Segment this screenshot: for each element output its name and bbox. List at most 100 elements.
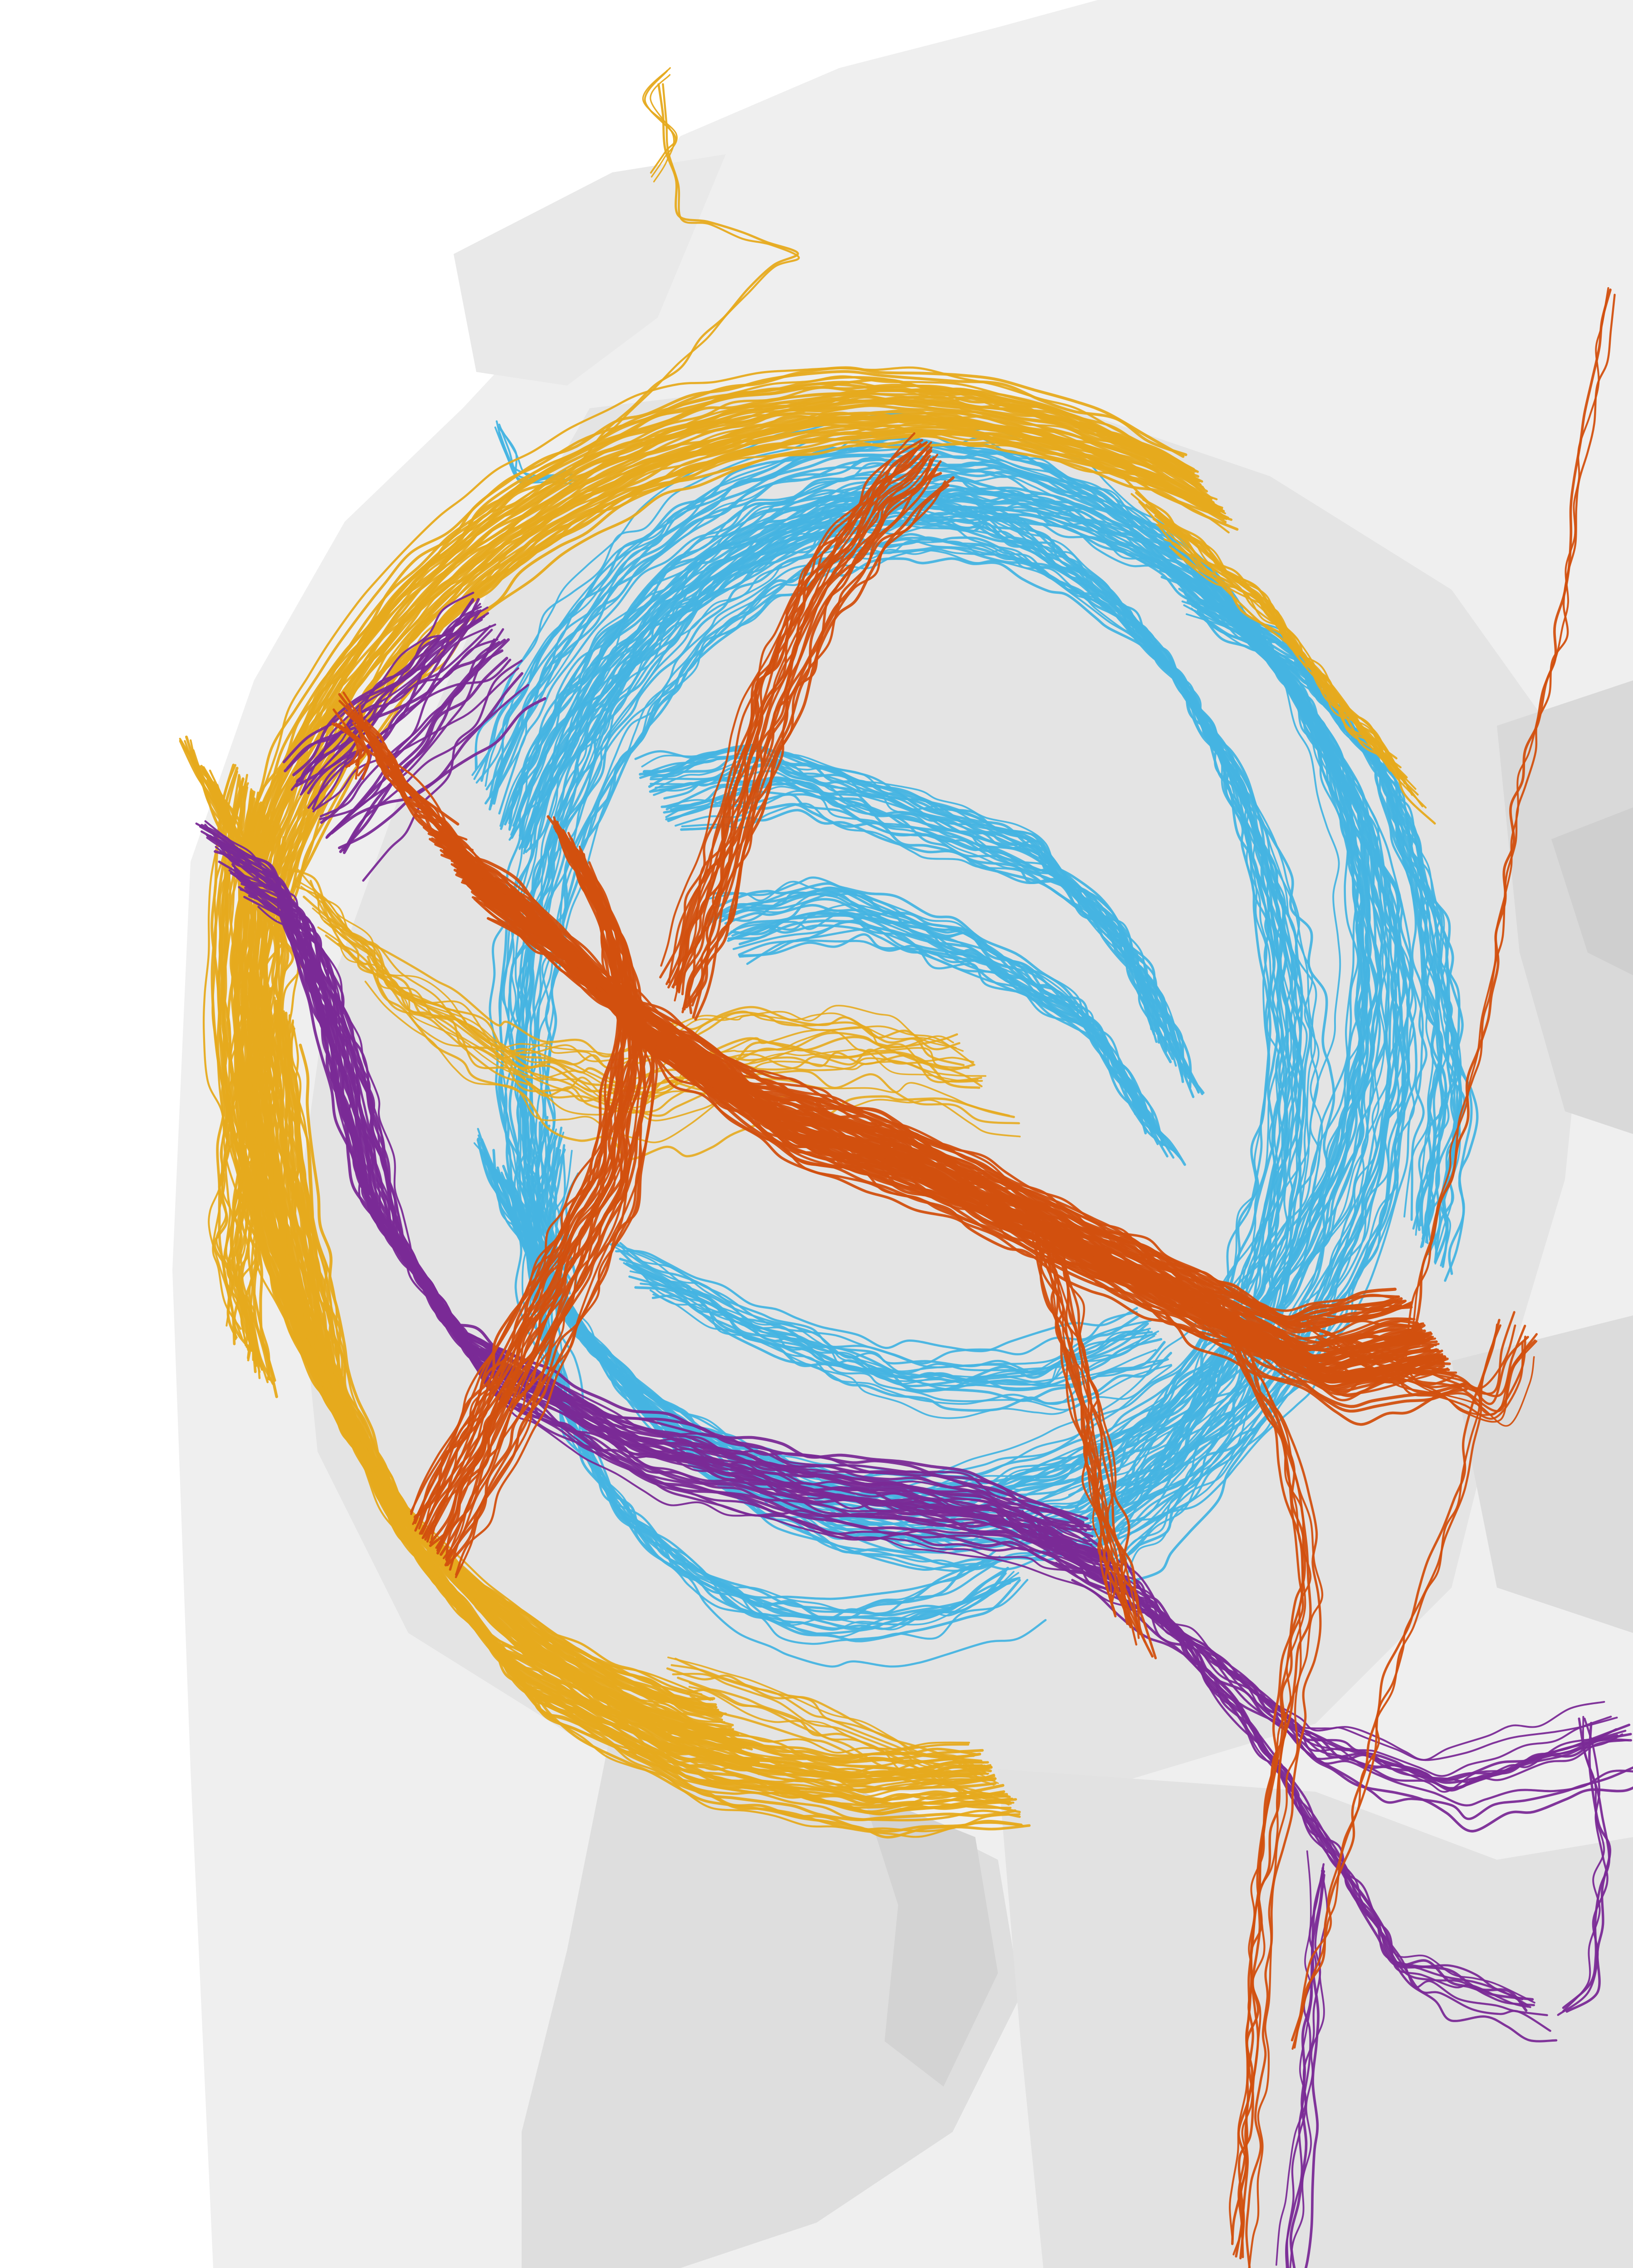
tract-purple-fiber	[286, 625, 491, 769]
tract-blue-fiber	[508, 511, 1300, 1544]
tract-purple-fiber	[1304, 1870, 1325, 2268]
tract-orange-fiber	[1212, 1298, 1304, 2258]
tract-yellow-fiber	[672, 1672, 995, 1786]
tract-purple-bundle	[195, 820, 1148, 1611]
tract-orange-fiber	[1031, 1206, 1134, 1630]
tract-purple-fiber	[307, 618, 483, 795]
tract-yellow-fiber	[234, 366, 1187, 865]
tract-yellow-fiber	[688, 1686, 1010, 1806]
tract-purple-bundle	[282, 591, 547, 882]
tract-orange-fiber	[1234, 1322, 1324, 2268]
tract-orange-fiber	[1019, 1202, 1132, 1628]
tract-orange-fiber	[1291, 1323, 1498, 2050]
tract-orange-fiber	[455, 848, 653, 1576]
tract-yellow-fiber	[689, 1694, 1002, 1804]
tract-purple-bundle	[1275, 1850, 1328, 2268]
tract-blue-fiber	[498, 494, 1291, 1535]
tract-orange-fiber	[440, 848, 639, 1556]
tract-orange-fiber	[450, 859, 1423, 1362]
tract-blue-fiber	[1173, 575, 1428, 1221]
tract-blue-fiber	[515, 513, 1292, 1529]
tract-purple-fiber	[1286, 1874, 1325, 2268]
tract-orange-fiber	[1293, 1324, 1501, 2049]
tract-purple-fiber	[1055, 1562, 1633, 1833]
tract-orange-bundle	[1212, 1295, 1324, 2268]
tract-yellow-fiber	[666, 1667, 982, 1781]
tract-orange-fiber	[1310, 1324, 1516, 1390]
tract-purple-fiber	[241, 876, 1115, 1571]
tract-orange-fiber	[692, 456, 935, 1019]
tract-yellow-fiber	[689, 1682, 999, 1784]
tract-orange-fiber	[427, 832, 1413, 1332]
tract-purple-fiber	[208, 835, 1085, 1524]
tract-blue-fiber	[521, 1122, 1012, 1626]
tract-orange-bundle	[1294, 1311, 1538, 1427]
tract-blue-fiber	[1163, 570, 1434, 1218]
tract-purple-fiber	[319, 641, 500, 818]
tract-blue-fiber	[539, 1147, 1005, 1612]
tract-orange-fiber	[452, 852, 1438, 1378]
tract-orange-fiber	[684, 454, 939, 1011]
tract-purple-fiber	[290, 610, 479, 791]
tract-blue-fiber	[708, 891, 1157, 1128]
tract-orange-bundle	[1291, 1319, 1501, 2050]
tract-yellow-fiber	[686, 1688, 1007, 1802]
tract-blue-fiber	[680, 809, 1183, 1078]
tract-orange-fiber	[446, 862, 655, 1566]
tract-orange-fiber	[1058, 1251, 1146, 1643]
mesh-fold-shade	[862, 1792, 998, 2087]
tract-yellow-fiber	[677, 1677, 1012, 1805]
tract-blue-fiber	[521, 525, 1292, 1525]
tract-yellow-bundle	[1123, 477, 1436, 825]
tract-orange-fiber	[660, 445, 930, 967]
tract-orange-fiber	[337, 723, 366, 768]
tract-purple-fiber	[1071, 1579, 1633, 1820]
tract-orange-bundle	[414, 807, 1468, 1426]
tract-yellow-fiber	[279, 1011, 1031, 1839]
tract-yellow-bundle	[642, 67, 678, 183]
tract-orange-bundle	[659, 432, 955, 1021]
tract-orange-bundle	[1402, 287, 1616, 1362]
tract-blue-bundle	[706, 876, 1186, 1166]
tract-blue-fiber	[535, 1126, 997, 1600]
tract-yellow-fiber	[1156, 523, 1407, 779]
tract-yellow-bundle	[577, 83, 800, 459]
tract-yellow-fiber	[238, 378, 1195, 868]
tract-blue-fiber	[615, 1250, 1138, 1353]
tract-orange-fiber	[338, 726, 371, 780]
tract-orange-fiber	[413, 831, 625, 1521]
tract-yellow-bundle	[234, 366, 1239, 938]
tract-purple-fiber	[338, 672, 523, 850]
tract-orange-fiber	[681, 456, 930, 1013]
tract-orange-fiber	[659, 442, 927, 979]
tract-orange-fiber	[347, 711, 463, 848]
tract-purple-fiber	[1148, 1604, 1535, 2006]
tract-purple-fiber	[362, 659, 523, 882]
tract-yellow-fiber	[245, 395, 1195, 882]
tract-purple-fiber	[298, 639, 506, 782]
tract-orange-fiber	[1031, 1214, 1133, 1626]
tract-yellow-bundle	[284, 868, 1021, 1160]
tract-orange-bundle	[331, 708, 371, 780]
tract-orange-fiber	[1024, 1203, 1129, 1625]
tract-orange-fiber	[1291, 1319, 1501, 2042]
tract-yellow-fiber	[667, 1657, 983, 1771]
tract-orange-fiber	[1031, 1205, 1117, 1603]
tract-orange-fiber	[366, 721, 468, 841]
tract-yellow-fiber	[1142, 498, 1403, 778]
tract-blue-fiber	[727, 924, 1169, 1158]
tract-blue-fiber	[738, 920, 1166, 1138]
tract-orange-fiber	[419, 807, 1424, 1344]
tract-orange-bundle	[1019, 1202, 1157, 1660]
tract-orange-fiber	[678, 466, 937, 994]
tract-purple-fiber	[307, 659, 512, 809]
tract-yellow-fiber	[252, 394, 1199, 885]
tract-blue-fiber	[653, 758, 1161, 1035]
tract-orange-fiber	[1237, 1326, 1322, 2268]
tract-purple-fiber	[330, 697, 547, 835]
tract-blue-fiber	[538, 539, 1308, 1554]
tract-yellow-fiber	[577, 83, 800, 455]
tract-yellow-fiber	[642, 67, 678, 178]
tract-purple-fiber	[1565, 1721, 1611, 2013]
